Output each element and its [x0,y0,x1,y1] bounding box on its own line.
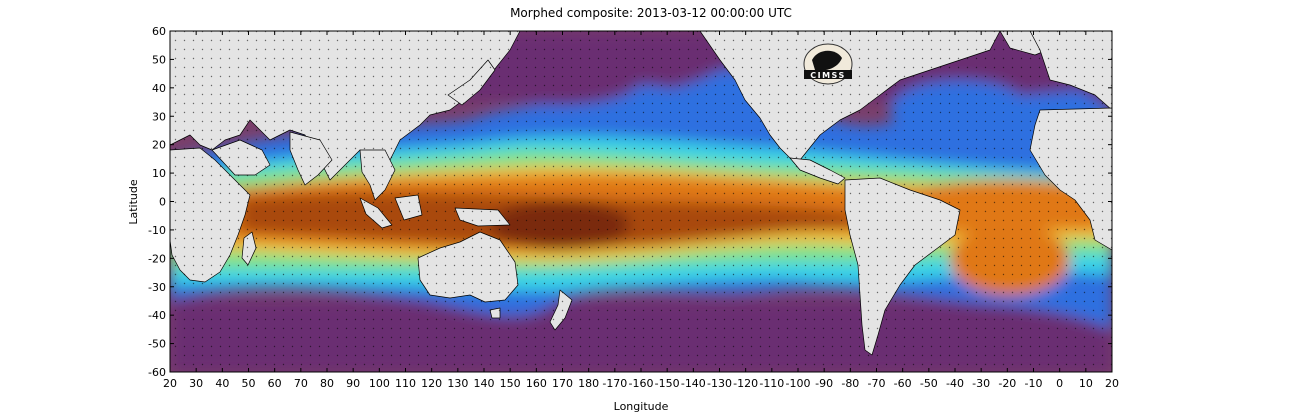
y-tick-label: -20 [148,252,166,265]
y-tick-label: 60 [152,25,166,38]
y-tick-label: -50 [148,338,166,351]
x-tick-label: -90 [815,377,833,390]
x-tick-label: -70 [868,377,886,390]
x-tick-label: 140 [474,377,495,390]
x-tick-label: 80 [320,377,334,390]
x-tick-label: 50 [242,377,256,390]
x-tick-label: 40 [215,377,229,390]
x-tick-label: -40 [946,377,964,390]
x-tick-label: -170 [602,377,627,390]
x-tick-label: 20 [1105,377,1119,390]
x-tick-label: 30 [189,377,203,390]
x-tick-label: 100 [369,377,390,390]
x-tick-label: -50 [920,377,938,390]
y-tick-label: 10 [152,167,166,180]
x-tick-label: 180 [578,377,599,390]
map-title: Morphed composite: 2013-03-12 00:00:00 U… [510,6,792,20]
x-tick-label: 170 [552,377,573,390]
x-tick-label: -150 [655,377,680,390]
y-tick-label: -10 [148,224,166,237]
y-tick-label: -40 [148,309,166,322]
y-tick-label: 30 [152,110,166,123]
y-tick-label: 0 [159,196,166,209]
x-tick-label: 160 [526,377,547,390]
cimss-logo: CIMSS [803,43,853,85]
x-tick-label: -80 [841,377,859,390]
x-axis-ticks: 20 30 40 50 60 70 80 90 100 110 120 130 140 150 160 170… [163,31,1119,390]
y-tick-label: -30 [148,281,166,294]
x-tick-label: 10 [1079,377,1093,390]
x-tick-label: -140 [681,377,706,390]
x-tick-label: 120 [421,377,442,390]
x-tick-label: 20 [163,377,177,390]
x-tick-label: 60 [268,377,282,390]
y-tick-label: 20 [152,139,166,152]
x-tick-label: -120 [733,377,758,390]
y-tick-label: 50 [152,53,166,66]
x-tick-label: 130 [447,377,468,390]
x-tick-label: -110 [759,377,784,390]
x-tick-label: 110 [395,377,416,390]
graticule-dots [170,31,1112,372]
x-tick-label: -30 [972,377,990,390]
field-layer [170,31,1112,372]
y-axis-label: Latitude [127,179,140,225]
x-tick-label: 70 [294,377,308,390]
x-tick-label: 150 [500,377,521,390]
x-tick-label: -10 [1025,377,1043,390]
x-tick-label: -60 [894,377,912,390]
y-tick-label: -60 [148,366,166,379]
x-axis-label: Longitude [614,400,669,413]
x-tick-label: 0 [1056,377,1063,390]
x-tick-label: -20 [998,377,1016,390]
x-tick-label: -160 [629,377,654,390]
cimss-logo-text: CIMSS [810,71,845,80]
x-tick-label: -100 [786,377,811,390]
x-tick-label: 90 [346,377,360,390]
x-tick-label: -130 [707,377,732,390]
y-tick-label: 40 [152,82,166,95]
y-axis-ticks: 60 50 40 30 20 10 0 -10 -20 -30 -40 -50 -60 [148,25,1112,379]
